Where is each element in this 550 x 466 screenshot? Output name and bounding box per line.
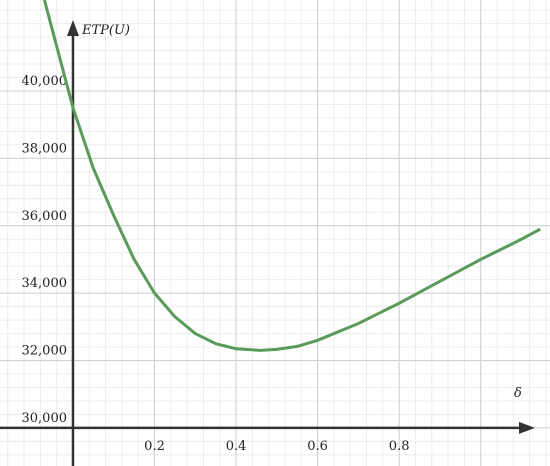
x-axis-arrow: [519, 421, 535, 434]
x-tick-label: 0.2: [144, 439, 165, 454]
x-tick-label: 0.4: [226, 439, 247, 454]
x-tick-label: 0.8: [389, 439, 410, 454]
y-tick-label: 40,000: [22, 74, 68, 89]
y-tick-label: 30,000: [22, 411, 68, 426]
x-tick-label: 0.6: [307, 439, 328, 454]
y-tick-label: 38,000: [22, 141, 68, 156]
y-axis-label: ETP(U): [81, 23, 130, 38]
y-tick-label: 36,000: [22, 209, 68, 224]
y-tick-label: 34,000: [22, 276, 68, 291]
x-axis-label: δ: [514, 386, 522, 401]
y-axis-arrow: [66, 20, 79, 36]
y-tick-label: 32,000: [22, 344, 68, 359]
line: [42, 0, 541, 352]
